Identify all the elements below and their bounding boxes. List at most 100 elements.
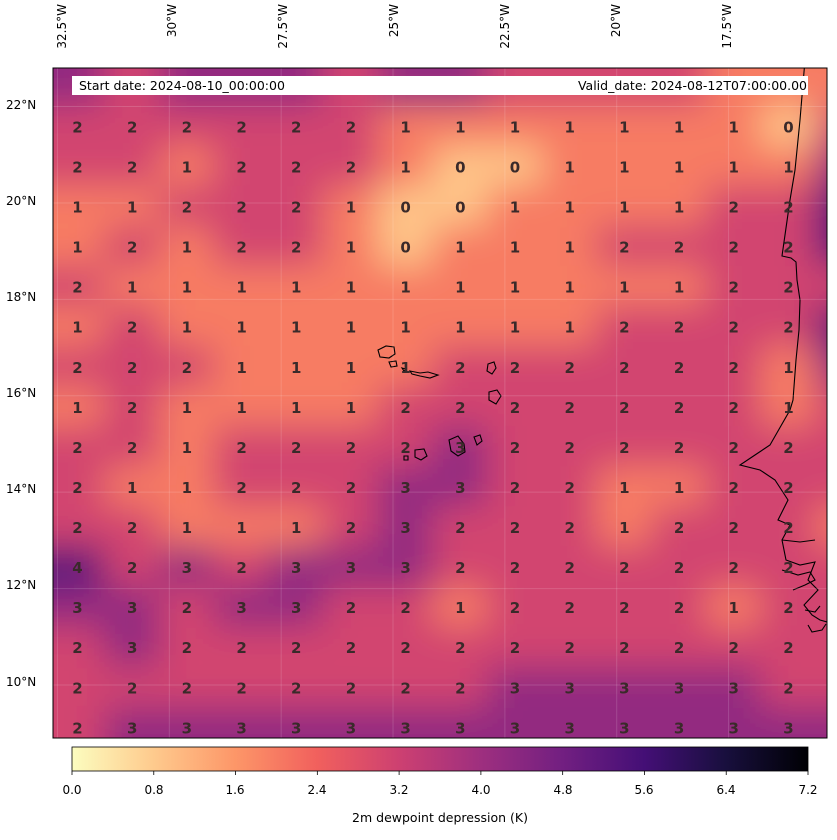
value-label: 2: [127, 439, 137, 457]
field-cell: [268, 265, 325, 310]
field-cell: [541, 225, 598, 270]
field-cell: [705, 346, 762, 390]
field-cell: [815, 185, 827, 230]
field-cell: [323, 145, 379, 190]
value-label: 2: [619, 319, 629, 337]
field-cell: [760, 546, 817, 590]
field-cell: [815, 346, 827, 390]
field-cell: [377, 346, 434, 390]
value-label: 2: [400, 639, 410, 657]
value-label: 0: [455, 198, 465, 216]
value-label: 2: [729, 519, 739, 537]
field-cell: [815, 386, 827, 430]
value-label: 1: [346, 279, 356, 297]
value-label: 2: [72, 719, 82, 737]
value-label: 2: [674, 599, 684, 617]
lon-tick-30w: 30°W: [165, 4, 179, 38]
value-label: 2: [127, 158, 137, 176]
field-cell: [0, 426, 51, 469]
colorbar-tick-4-8: 4.8: [553, 783, 573, 797]
value-label: 2: [72, 158, 82, 176]
field-cell: [596, 626, 653, 670]
value-label: 2: [127, 239, 137, 257]
field-cell: [104, 626, 160, 670]
field-cell: [541, 706, 598, 738]
value-label: 2: [674, 519, 684, 537]
value-label: 2: [127, 519, 137, 537]
value-label: 3: [72, 599, 82, 617]
field-cell: [815, 466, 827, 510]
field-cell: [487, 185, 543, 230]
field-cell: [596, 466, 653, 510]
field-cell: [213, 546, 270, 590]
field-cell: [596, 706, 653, 738]
value-label: 2: [291, 118, 301, 136]
value-label: 1: [674, 279, 684, 297]
value-label: 2: [729, 279, 739, 297]
field-cell: [815, 68, 827, 109]
field-cell: [541, 185, 598, 230]
value-label: 1: [729, 118, 739, 136]
field-cell: [323, 265, 379, 310]
value-label: 1: [182, 479, 192, 497]
field-cell: [651, 265, 707, 310]
value-label: 2: [564, 399, 574, 417]
field-cell: [432, 386, 489, 430]
value-label: 1: [564, 279, 574, 297]
field-cell: [651, 185, 707, 230]
value-label: 2: [510, 639, 520, 657]
value-label: 1: [510, 279, 520, 297]
field-cell: [268, 466, 325, 510]
value-label: 1: [346, 198, 356, 216]
value-label: 1: [400, 118, 410, 136]
field-cell: [815, 506, 827, 550]
value-label: 2: [564, 559, 574, 577]
value-label: 2: [72, 519, 82, 537]
field-cell: [705, 706, 762, 738]
value-label: 2: [674, 239, 684, 257]
field-cell: [432, 586, 489, 630]
value-label: 1: [729, 599, 739, 617]
lon-tick-32-5w: 32.5°W: [55, 4, 69, 49]
value-label: 3: [182, 719, 192, 737]
field-cell: [104, 145, 160, 190]
field-cell: [651, 666, 707, 710]
field-cell: [487, 506, 543, 550]
field-cell: [213, 225, 270, 270]
field-cell: [596, 68, 653, 69]
field-cell: [432, 466, 489, 510]
island-santiago: [448, 435, 466, 457]
field-cell: [53, 346, 106, 390]
value-label: 2: [236, 239, 246, 257]
value-label: 2: [182, 359, 192, 377]
value-label: 2: [510, 399, 520, 417]
value-label: 1: [564, 319, 574, 337]
field-cell: [705, 265, 762, 310]
field-cell: [268, 586, 325, 630]
field-cell: [651, 68, 707, 69]
field-cell: [159, 626, 215, 670]
field-cell: [432, 626, 489, 670]
start-date-label: Start date: 2024-08-10_00:00:00: [79, 78, 285, 93]
field-cell: [377, 626, 434, 670]
field-cell: [213, 105, 270, 150]
field-cell: [815, 546, 827, 590]
value-label: 2: [564, 599, 574, 617]
field-cell: [705, 426, 762, 470]
field-cell: [159, 466, 215, 510]
field-cell: [760, 426, 817, 470]
value-label: 2: [783, 439, 793, 457]
value-label: 2: [564, 479, 574, 497]
field-cell: [53, 185, 106, 230]
field-cell: [377, 586, 434, 630]
field-cell: [760, 225, 817, 270]
value-label: 2: [291, 679, 301, 697]
colorbar-tick-0-8: 0.8: [144, 783, 164, 797]
field-cell: [815, 747, 837, 790]
value-label: 2: [619, 599, 629, 617]
value-label: 2: [182, 679, 192, 697]
field-cell: [53, 105, 106, 150]
lat-tick-12n: 12°N: [6, 578, 37, 592]
field-cell: [541, 626, 598, 670]
field-cell: [487, 105, 543, 150]
